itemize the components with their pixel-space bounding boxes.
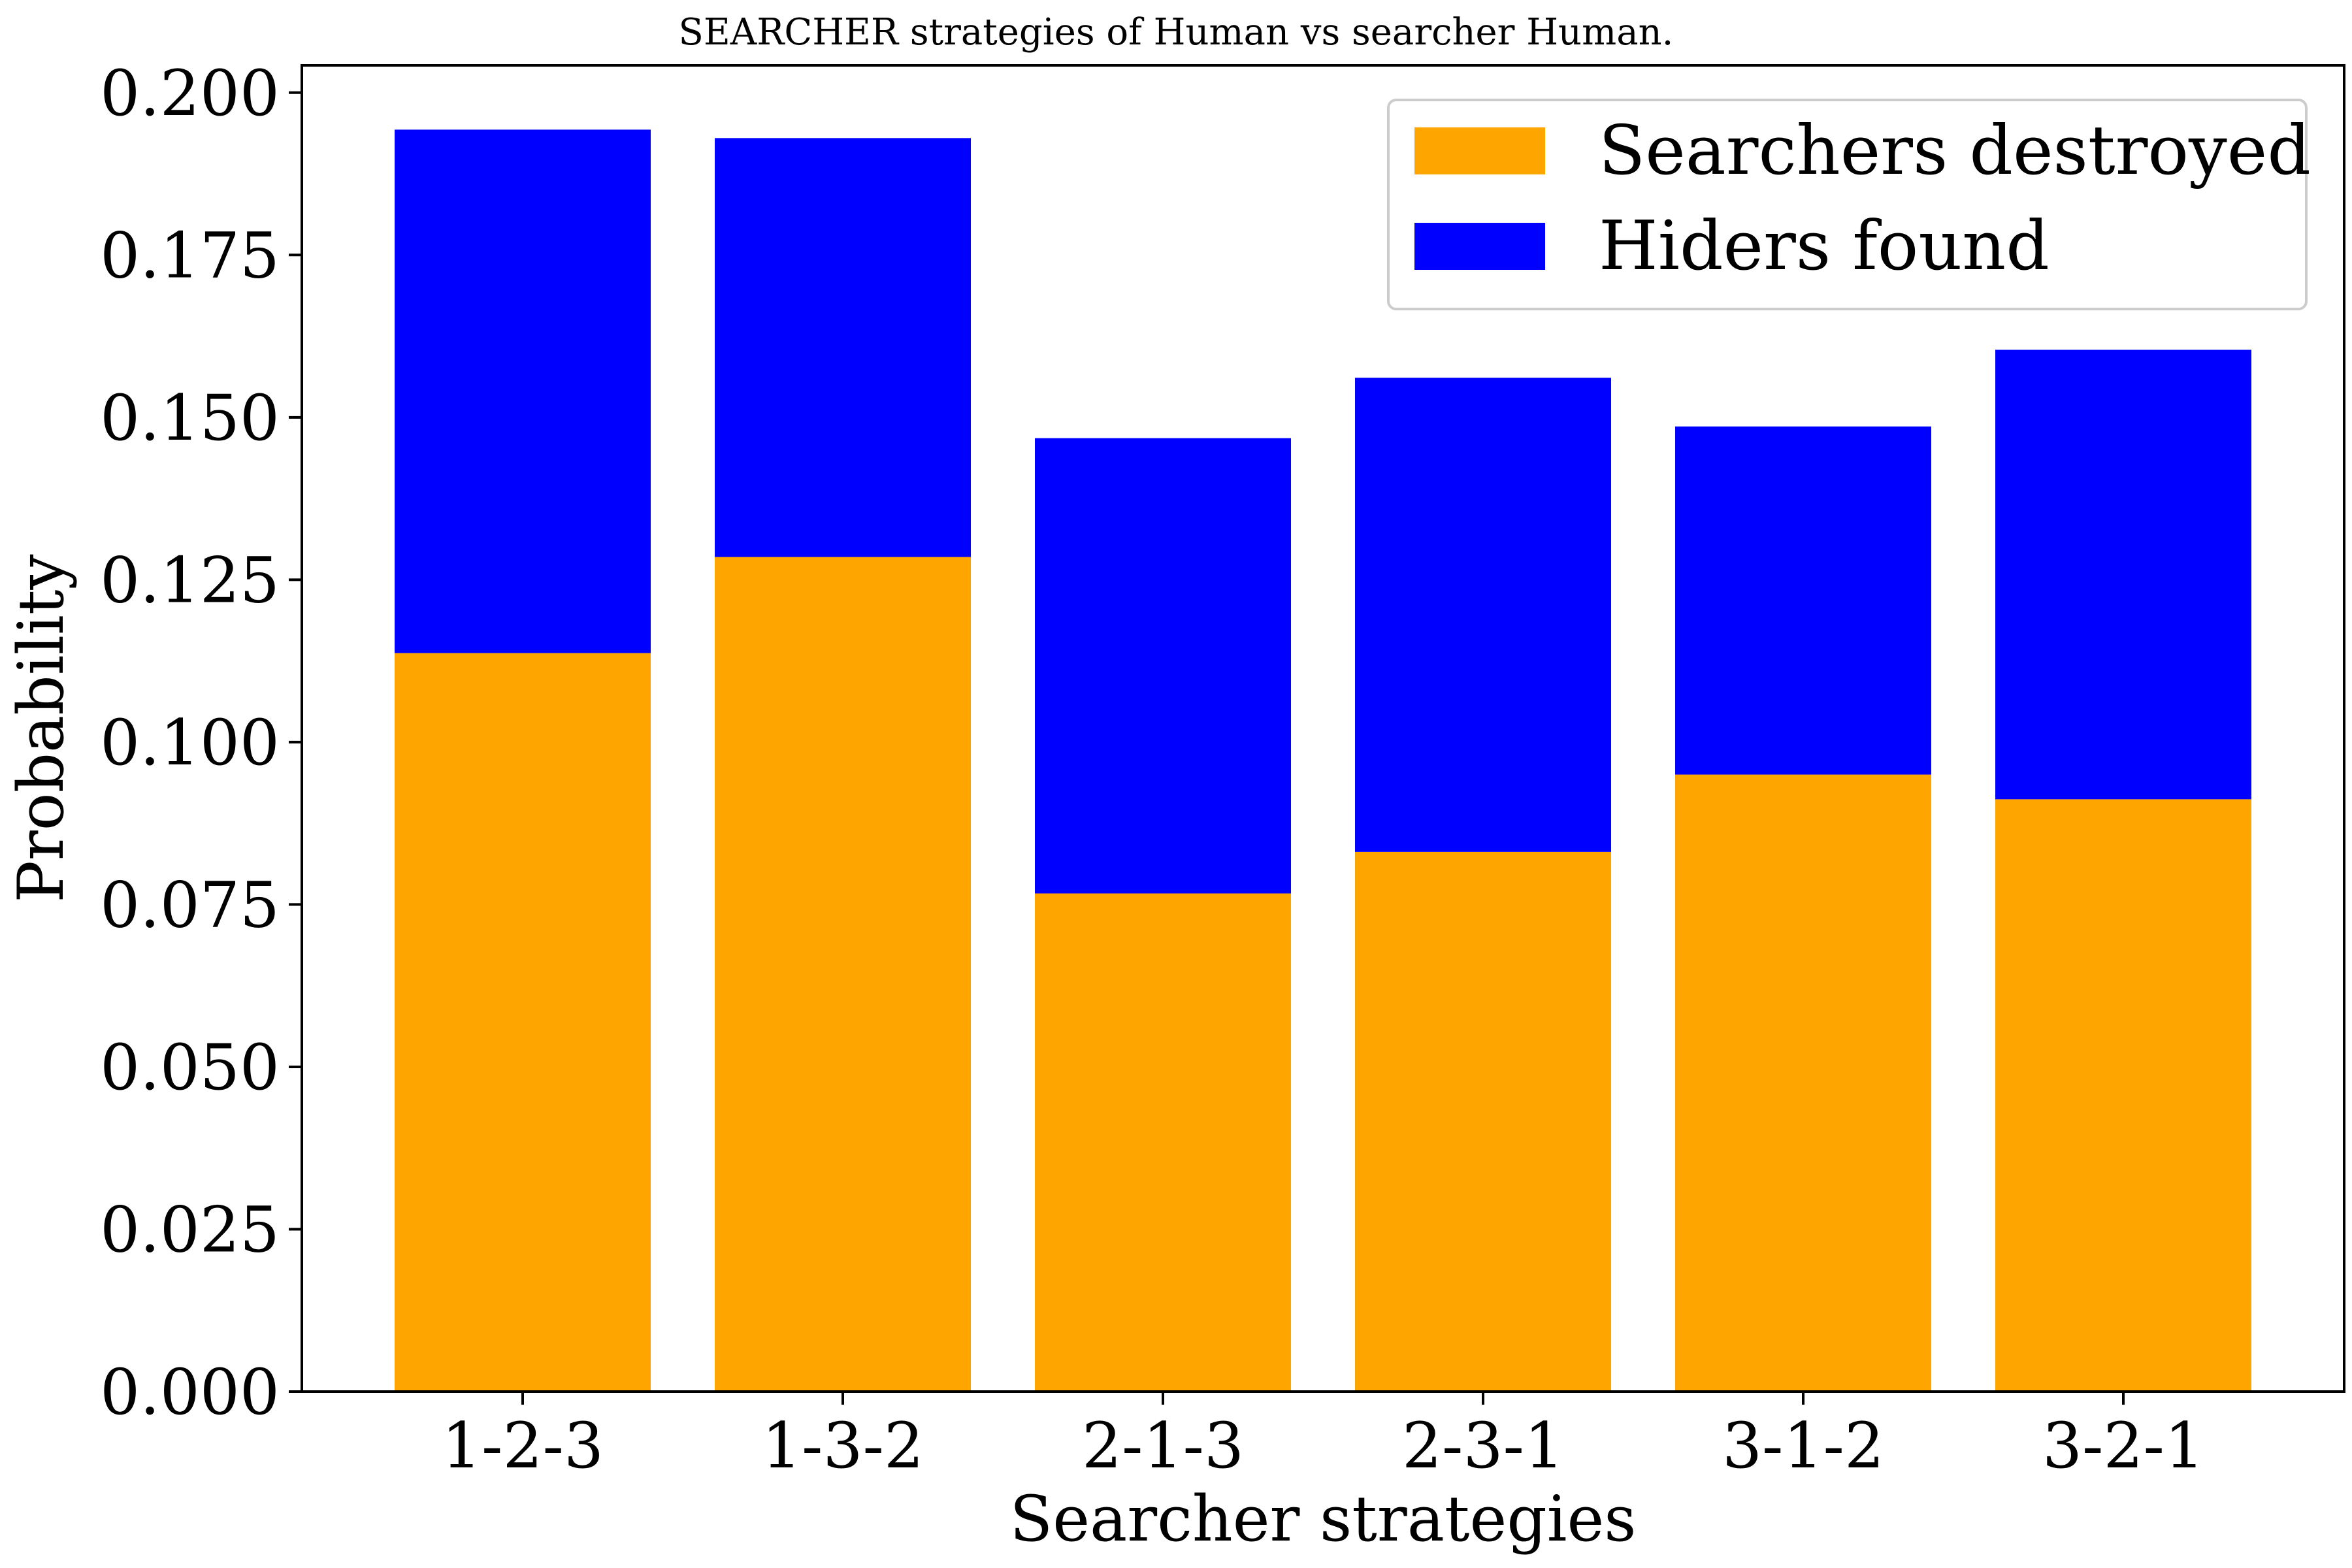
legend-swatch-searchers-destroyed xyxy=(1414,127,1545,174)
x-tick-label: 1-3-2 xyxy=(762,1409,924,1482)
x-axis: 1-2-3 1-3-2 2-1-3 2-3-1 3-1-2 3-2-1 xyxy=(442,1392,2204,1482)
bar-searchers-destroyed-1-3-2 xyxy=(715,557,971,1392)
legend-frame xyxy=(1387,99,2308,310)
y-tick-label: 0.200 xyxy=(100,57,280,130)
plot-frame xyxy=(301,64,2345,1393)
y-axis: 0.000 0.025 0.050 0.075 0.100 0.125 0.150 0.175… xyxy=(100,57,302,1429)
y-tick-label: 0.050 xyxy=(100,1031,280,1104)
x-tick-label: 2-1-3 xyxy=(1082,1409,1244,1482)
legend: Searchers destroyed Hiders found xyxy=(1387,99,2311,310)
y-tick-label: 0.025 xyxy=(100,1193,280,1266)
bar-hiders-found-1-3-2 xyxy=(715,138,971,557)
y-tick-label: 0.175 xyxy=(100,219,280,292)
bar-hiders-found-3-1-2 xyxy=(1675,426,1931,775)
legend-label-searchers-destroyed: Searchers destroyed xyxy=(1599,110,2311,190)
y-tick-label: 0.075 xyxy=(100,868,280,941)
legend-label-hiders-found: Hiders found xyxy=(1599,206,2050,286)
bar-searchers-destroyed-3-1-2 xyxy=(1675,774,1931,1392)
x-tick-label: 3-1-2 xyxy=(1722,1409,1884,1482)
x-tick-label: 2-3-1 xyxy=(1402,1409,1564,1482)
y-tick-label: 0.100 xyxy=(100,706,280,779)
y-tick-label: 0.125 xyxy=(100,544,280,617)
bar-searchers-destroyed-2-1-3 xyxy=(1035,893,1291,1392)
bar-hiders-found-1-2-3 xyxy=(395,129,651,653)
y-axis-label: Probability xyxy=(5,554,78,902)
y-tick-label: 0.000 xyxy=(100,1356,280,1429)
bar-searchers-destroyed-3-2-1 xyxy=(1995,799,2251,1392)
x-tick-label: 1-2-3 xyxy=(442,1409,604,1482)
legend-swatch-hiders-found xyxy=(1414,223,1545,270)
bar-searchers-destroyed-2-3-1 xyxy=(1355,851,1611,1392)
y-tick-label: 0.150 xyxy=(100,382,280,455)
bar-hiders-found-2-1-3 xyxy=(1035,438,1291,894)
x-axis-label: Searcher strategies xyxy=(1009,1482,1636,1556)
chart-title: SEARCHER strategies of Human vs searcher… xyxy=(679,11,1674,54)
bars-group xyxy=(395,129,2251,1392)
bar-searchers-destroyed-1-2-3 xyxy=(395,653,651,1392)
bar-hiders-found-3-2-1 xyxy=(1995,350,2251,800)
bar-hiders-found-2-3-1 xyxy=(1355,378,1611,852)
x-tick-label: 3-2-1 xyxy=(2042,1409,2204,1482)
